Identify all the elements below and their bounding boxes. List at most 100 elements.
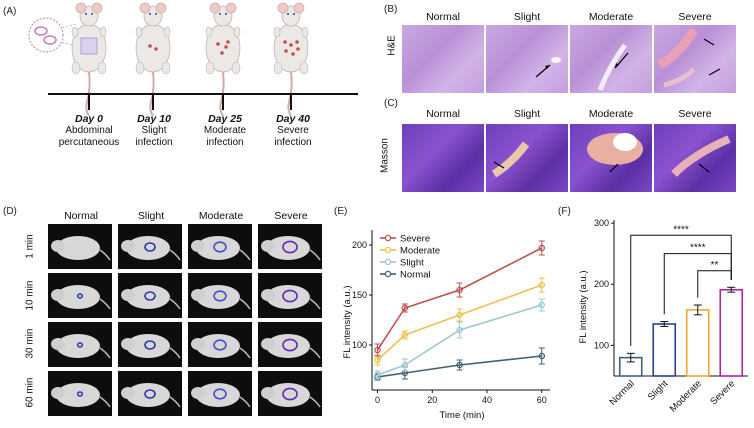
ivis-image bbox=[258, 371, 322, 416]
mouse-head bbox=[121, 338, 135, 350]
fluorescence-signal bbox=[76, 293, 84, 299]
mouse-head bbox=[51, 289, 65, 301]
he-row-label: H&E bbox=[386, 35, 398, 56]
ivis-image bbox=[258, 273, 322, 318]
mouse-head bbox=[121, 387, 135, 399]
e-data-point bbox=[456, 326, 463, 334]
mouse-tail bbox=[309, 347, 321, 359]
mouse-head bbox=[191, 289, 205, 301]
mouse-body bbox=[56, 236, 100, 260]
e-data-point bbox=[538, 244, 546, 252]
ivis-image bbox=[48, 322, 112, 367]
fluorescence-signal bbox=[282, 289, 298, 303]
he-col-severe: Severe bbox=[678, 11, 712, 23]
e-series-line bbox=[377, 304, 543, 376]
fluorescence-signal bbox=[213, 388, 227, 400]
e-series-line bbox=[377, 355, 542, 378]
mouse-tail bbox=[309, 396, 321, 408]
f-significance-group: ********** bbox=[630, 224, 732, 347]
e-data-point bbox=[538, 281, 546, 289]
mouse-tail bbox=[309, 298, 321, 310]
mouse-tail bbox=[99, 298, 111, 310]
timeline-desc: Slight infection bbox=[135, 125, 173, 148]
mouse-tail bbox=[239, 298, 251, 310]
mouse-head bbox=[51, 387, 65, 399]
e-data-point bbox=[538, 352, 546, 360]
e-legend-marker bbox=[384, 270, 392, 278]
e-legend-label: Severe bbox=[400, 234, 430, 245]
e-x-tick-label: 0 bbox=[375, 395, 380, 405]
mouse-head bbox=[51, 338, 65, 350]
e-x-tick-label: 20 bbox=[427, 395, 437, 405]
mouse-tail bbox=[239, 347, 251, 359]
mouse-head bbox=[261, 240, 275, 252]
f-significance-bracket bbox=[630, 234, 732, 347]
f-y-tick-label: 300 bbox=[594, 218, 609, 228]
mouse-illustrations bbox=[28, 2, 358, 117]
mouse-head bbox=[51, 240, 65, 252]
egg-inset-icon bbox=[28, 17, 64, 53]
fluorescence-signal bbox=[76, 342, 84, 348]
fluorescence-signal bbox=[76, 391, 84, 397]
mouse-body bbox=[266, 383, 310, 407]
mouse-head bbox=[121, 240, 135, 252]
masson-image-severe bbox=[654, 124, 736, 192]
e-series-line bbox=[376, 284, 543, 361]
ivis-image bbox=[48, 371, 112, 416]
e-data-point bbox=[374, 346, 381, 354]
ivis-col-slight: Slight bbox=[137, 210, 165, 222]
e-axes: 0 20 40 60 100 150 200 bbox=[352, 230, 550, 405]
f-y-axis-label: FL intensity (a.u.) bbox=[578, 270, 589, 343]
e-data-point bbox=[374, 356, 381, 364]
masson-row-label: Masson bbox=[379, 138, 391, 174]
masson-image-normal bbox=[402, 124, 484, 192]
f-x-tick-label: Severe bbox=[708, 378, 737, 407]
mouse-tail bbox=[169, 396, 181, 408]
f-y-tick-label: 200 bbox=[594, 279, 609, 289]
e-data-point bbox=[374, 371, 381, 379]
timeline-item-3: Day 40 Severe infection bbox=[258, 113, 328, 149]
fluorescence-signal bbox=[144, 291, 156, 301]
mouse-body bbox=[126, 236, 170, 260]
mouse-body bbox=[196, 383, 240, 407]
bar-chart: FL intensity (a.u.) 100 200 300 Normal Slig… bbox=[578, 218, 748, 415]
f-x-tick-label: Normal bbox=[607, 378, 636, 407]
masson-col-normal: Normal bbox=[426, 108, 460, 120]
e-data-point bbox=[401, 304, 409, 312]
mouse-body bbox=[196, 285, 240, 309]
fluorescence-signal bbox=[282, 240, 298, 254]
f-significance-bracket bbox=[697, 270, 732, 298]
ivis-image bbox=[118, 322, 182, 367]
fluorescence-signal bbox=[282, 387, 298, 401]
fluorescence-signal bbox=[144, 242, 156, 252]
ivis-image bbox=[188, 273, 252, 318]
day-word: Day bbox=[137, 113, 157, 125]
mouse-body bbox=[266, 334, 310, 358]
panel-label-d: (D) bbox=[3, 206, 17, 217]
ivis-image bbox=[188, 224, 252, 269]
f-significance-bracket bbox=[663, 253, 732, 315]
e-series-group bbox=[374, 240, 546, 381]
he-image-slight bbox=[486, 25, 568, 93]
masson-col-severe: Severe bbox=[678, 108, 712, 120]
ivis-image bbox=[48, 273, 112, 318]
timeline-desc: Abdominal percutaneous bbox=[58, 125, 120, 148]
he-image-severe bbox=[654, 25, 736, 93]
f-x-tick-label: Slight bbox=[646, 378, 671, 403]
ivis-image bbox=[188, 322, 252, 367]
ivis-col-moderate: Moderate bbox=[198, 210, 244, 222]
e-x-axis-label: Time (min) bbox=[439, 410, 484, 421]
fluorescence-signal bbox=[213, 290, 227, 302]
mouse-head bbox=[261, 387, 275, 399]
he-image-normal bbox=[402, 25, 484, 93]
fluorescence-signal bbox=[144, 389, 156, 399]
he-col-slight: Slight bbox=[513, 11, 541, 23]
mouse-day10-icon bbox=[135, 2, 171, 117]
mouse-head bbox=[191, 240, 205, 252]
e-legend-marker bbox=[384, 234, 392, 242]
mouse-body bbox=[266, 236, 310, 260]
he-image-moderate bbox=[570, 25, 652, 93]
mouse-day25-icon bbox=[205, 2, 241, 117]
mouse-body bbox=[196, 334, 240, 358]
